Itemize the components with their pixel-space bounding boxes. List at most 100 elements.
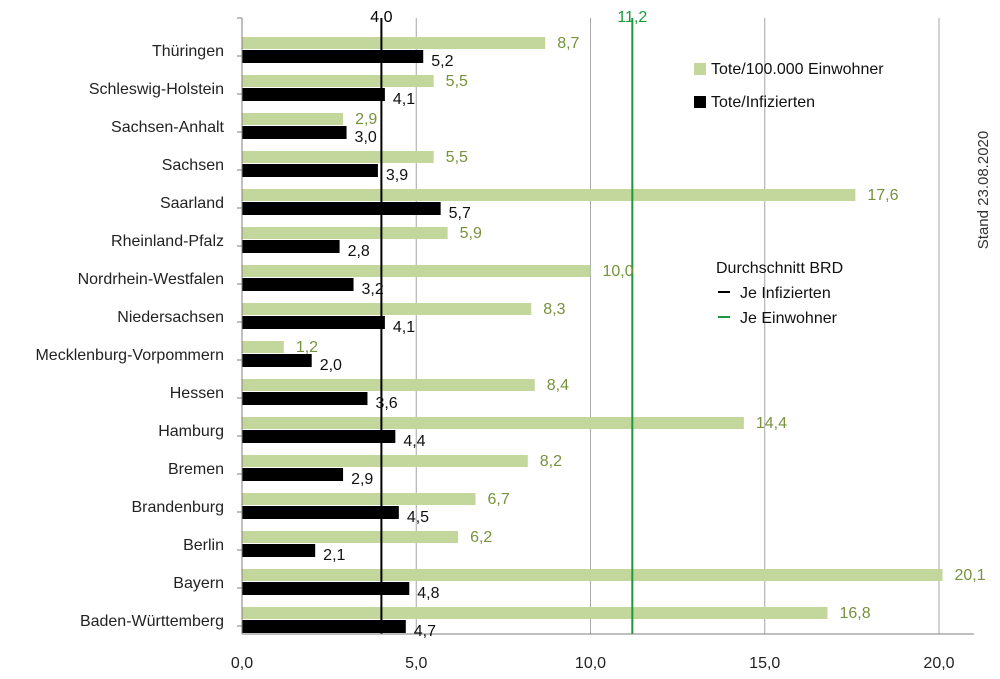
legend-swatch	[694, 96, 706, 108]
bar-tote-einwohner	[242, 455, 528, 467]
x-tick-label: 10,0	[575, 655, 606, 672]
x-tick-label: 20,0	[923, 655, 954, 672]
data-label-tote-einwohner: 16,8	[839, 605, 870, 622]
category-label: Mecklenburg-Vorpommern	[35, 347, 224, 364]
bar-tote-infizierten	[242, 392, 368, 405]
data-label-tote-einwohner: 5,5	[446, 149, 468, 166]
x-tick-label: 5,0	[405, 655, 427, 672]
category-label: Hessen	[170, 385, 224, 402]
category-label: Niedersachsen	[117, 309, 224, 326]
labels: Thüringen 8,7 5,2 Schleswig-Holstein 5,5 4,1 S…	[35, 9, 985, 640]
data-label-tote-infizierten: 4,8	[417, 585, 439, 602]
data-label-tote-einwohner: 8,4	[547, 377, 569, 394]
bar-tote-einwohner	[242, 113, 344, 125]
bar-tote-infizierten	[242, 88, 385, 101]
bar-tote-infizierten	[242, 354, 312, 367]
data-label-tote-einwohner: 8,2	[540, 453, 562, 470]
category-label: Bremen	[168, 461, 224, 478]
bar-tote-infizierten	[242, 316, 385, 329]
data-label-tote-infizierten: 4,1	[393, 319, 415, 336]
bar-tote-einwohner	[242, 417, 744, 429]
bar-tote-infizierten	[242, 582, 410, 595]
data-label-tote-einwohner: 6,2	[470, 529, 492, 546]
bar-tote-infizierten	[242, 164, 378, 177]
category-label: Sachsen	[162, 157, 224, 174]
category-label: Nordrhein-Westfalen	[78, 271, 224, 288]
category-label: Bayern	[173, 575, 224, 592]
bar-tote-infizierten	[242, 202, 441, 215]
category-label: Rheinland-Pfalz	[111, 233, 224, 250]
data-label-tote-einwohner: 17,6	[867, 187, 898, 204]
bar-tote-einwohner	[242, 493, 476, 505]
bar-tote-einwohner	[242, 265, 591, 277]
data-label-tote-infizierten: 4,5	[407, 509, 429, 526]
data-label-tote-einwohner: 1,2	[296, 339, 318, 356]
bar-tote-einwohner	[242, 531, 459, 543]
bar-tote-infizierten	[242, 240, 340, 253]
data-label-tote-infizierten: 3,0	[355, 129, 377, 146]
reference-legend-label: Je Infizierten	[740, 285, 831, 302]
category-label: Thüringen	[152, 43, 224, 60]
data-label-tote-infizierten: 5,7	[449, 205, 471, 222]
data-label-tote-infizierten: 4,4	[403, 433, 425, 450]
bar-tote-infizierten	[242, 50, 424, 63]
bar-tote-einwohner	[242, 75, 434, 87]
bars	[242, 37, 943, 633]
bar-tote-einwohner	[242, 569, 943, 581]
data-label-tote-infizierten: 2,9	[351, 471, 373, 488]
data-label-tote-einwohner: 5,9	[460, 225, 482, 242]
category-label: Schleswig-Holstein	[89, 81, 224, 98]
category-label: Baden-Württemberg	[80, 613, 224, 630]
reference-line-label: 11,2	[617, 9, 647, 26]
bar-tote-einwohner	[242, 37, 546, 49]
reference-legend-label: Je Einwohner	[740, 310, 838, 327]
grid-lines	[415, 18, 940, 634]
data-label-tote-einwohner: 2,9	[355, 111, 377, 128]
data-label-tote-infizierten: 5,2	[431, 53, 453, 70]
reference-lines	[380, 18, 634, 634]
data-label-tote-einwohner: 5,5	[446, 73, 468, 90]
bar-tote-infizierten	[242, 430, 396, 443]
data-label-tote-einwohner: 8,7	[557, 35, 579, 52]
bar-tote-einwohner	[242, 227, 448, 239]
bar-tote-infizierten	[242, 620, 406, 633]
legend-label: Tote/100.000 Einwohner	[711, 61, 884, 78]
bar-tote-infizierten	[242, 506, 399, 519]
category-label: Berlin	[183, 537, 224, 554]
legend-label: Tote/Infizierten	[711, 94, 815, 111]
bar-tote-einwohner	[242, 189, 856, 201]
reference-line-label: 4,0	[370, 9, 392, 26]
x-tick-label: 15,0	[749, 655, 780, 672]
category-label: Brandenburg	[131, 499, 224, 516]
data-label-tote-infizierten: 2,0	[320, 357, 342, 374]
bar-tote-infizierten	[242, 468, 344, 481]
data-label-tote-infizierten: 3,2	[362, 281, 384, 298]
data-label-tote-einwohner: 8,3	[543, 301, 565, 318]
bar-tote-infizierten	[242, 544, 316, 557]
data-label-tote-infizierten: 4,1	[393, 91, 415, 108]
category-label: Hamburg	[158, 423, 224, 440]
bar-tote-infizierten	[242, 126, 347, 139]
bar-tote-einwohner	[242, 341, 284, 353]
data-label-tote-einwohner: 20,1	[954, 567, 985, 584]
category-label: Sachsen-Anhalt	[111, 119, 225, 136]
bar-tote-einwohner	[242, 303, 532, 315]
legend-swatch	[694, 63, 706, 75]
data-label-tote-einwohner: 10,0	[603, 263, 634, 280]
data-label-tote-infizierten: 3,9	[386, 167, 408, 184]
bar-tote-einwohner	[242, 151, 434, 163]
stand-annotation: Stand 23.08.2020	[975, 131, 992, 249]
reference-legend-title: Durchschnitt BRD	[716, 260, 843, 277]
x-tick-label: 0,0	[231, 655, 253, 672]
bar-tote-infizierten	[242, 278, 354, 291]
data-label-tote-infizierten: 3,6	[375, 395, 397, 412]
bar-tote-einwohner	[242, 379, 535, 391]
data-label-tote-infizierten: 2,8	[348, 243, 370, 260]
legend: Tote/100.000 Einwohner Tote/Infizierten Du…	[694, 61, 884, 327]
bar-tote-einwohner	[242, 607, 828, 619]
data-label-tote-infizierten: 4,7	[414, 623, 436, 640]
data-label-tote-infizierten: 2,1	[323, 547, 345, 564]
axes: 0,0 5,0 10,0 15,0 20,0	[231, 17, 974, 672]
data-label-tote-einwohner: 6,7	[487, 491, 509, 508]
